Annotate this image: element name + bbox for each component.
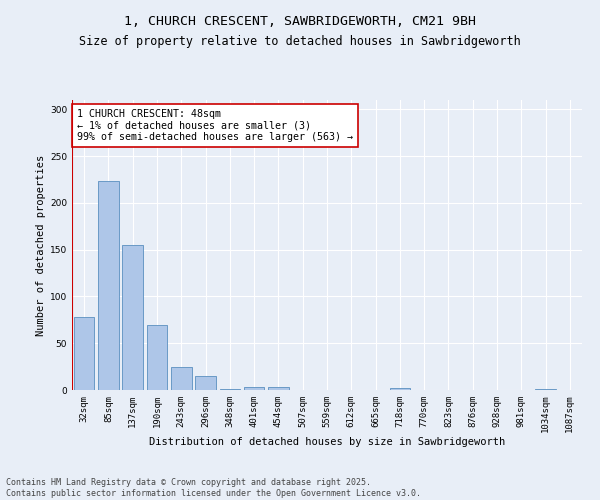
Text: 1, CHURCH CRESCENT, SAWBRIDGEWORTH, CM21 9BH: 1, CHURCH CRESCENT, SAWBRIDGEWORTH, CM21…: [124, 15, 476, 28]
Bar: [268, 387, 289, 390]
Bar: [146, 324, 167, 390]
Text: Size of property relative to detached houses in Sawbridgeworth: Size of property relative to detached ho…: [79, 35, 521, 48]
Bar: [244, 387, 265, 390]
Bar: [220, 389, 240, 390]
Bar: [122, 245, 143, 390]
Bar: [535, 389, 556, 390]
Y-axis label: Number of detached properties: Number of detached properties: [36, 154, 46, 336]
Text: 1 CHURCH CRESCENT: 48sqm
← 1% of detached houses are smaller (3)
99% of semi-det: 1 CHURCH CRESCENT: 48sqm ← 1% of detache…: [77, 108, 353, 142]
Bar: [98, 182, 119, 390]
Bar: [171, 366, 191, 390]
Bar: [74, 317, 94, 390]
Bar: [195, 376, 216, 390]
Text: Contains HM Land Registry data © Crown copyright and database right 2025.
Contai: Contains HM Land Registry data © Crown c…: [6, 478, 421, 498]
Bar: [389, 388, 410, 390]
X-axis label: Distribution of detached houses by size in Sawbridgeworth: Distribution of detached houses by size …: [149, 436, 505, 446]
